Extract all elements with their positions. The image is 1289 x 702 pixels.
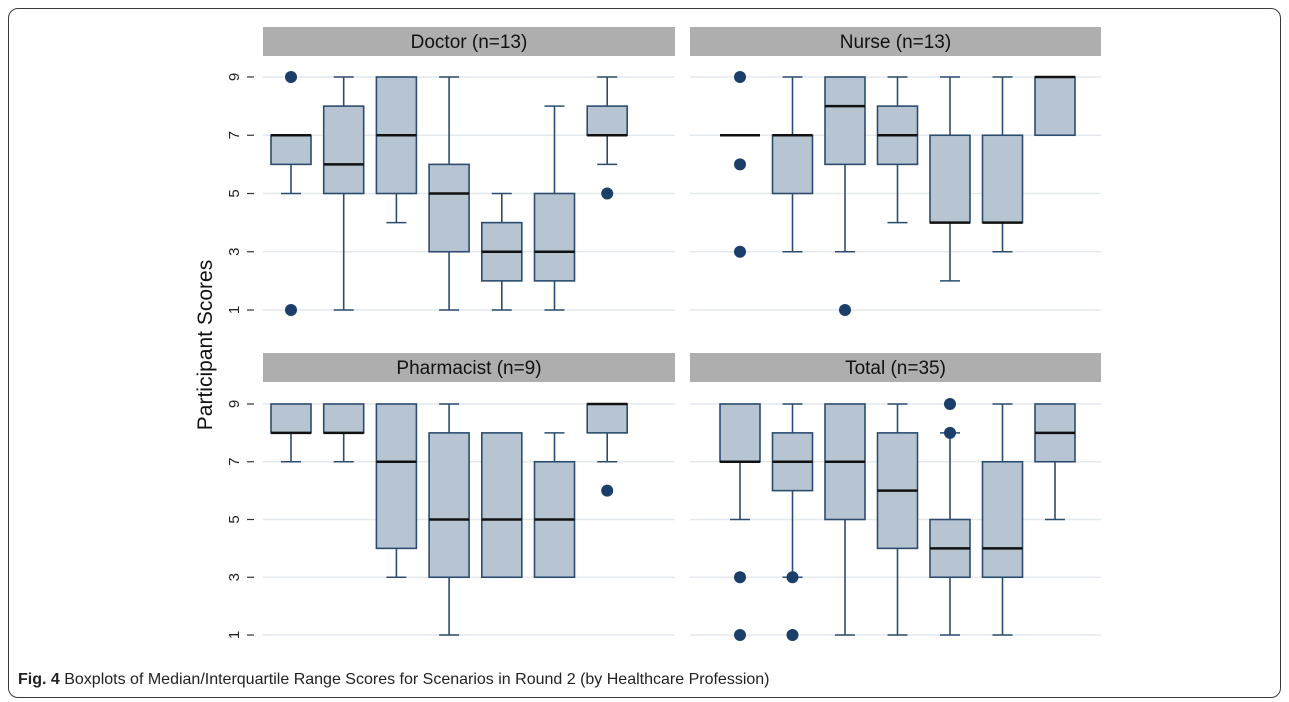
panel-title: Pharmacist (n=9) [396, 358, 541, 379]
y-tick-label: 1 [226, 306, 243, 314]
box-7 [586, 402, 629, 497]
boxplot-chart: Participant Scores Doctor (n=13) 1 3 5 7 9 Nurs… [194, 27, 1101, 641]
y-tick-label: 9 [226, 400, 243, 408]
y-axis-label: Participant Scores [194, 260, 217, 430]
iqr-box [771, 134, 814, 195]
figure-caption: Fig. 4 Boxplots of Median/Interquartile … [18, 671, 770, 689]
outlier-point [734, 571, 746, 584]
panel-strip [263, 27, 675, 56]
box-7 [1034, 403, 1076, 521]
panel-strip [690, 353, 1101, 382]
box-6 [533, 432, 576, 579]
box-1 [270, 71, 312, 316]
outlier-point [734, 158, 746, 171]
outlier-point [601, 187, 614, 200]
iqr-box [322, 403, 365, 434]
y-tick-label: 1 [226, 631, 243, 639]
outlier-point [786, 629, 799, 641]
iqr-box [586, 403, 629, 434]
iqr-box [428, 163, 470, 253]
panel-title: Doctor (n=13) [411, 32, 528, 53]
box-6 [981, 403, 1024, 636]
iqr-box [719, 403, 761, 463]
box-4 [876, 76, 919, 224]
panel-title: Total (n=35) [845, 358, 946, 379]
iqr-box [981, 134, 1024, 224]
y-tick-label: 7 [226, 131, 243, 139]
iqr-box [270, 134, 312, 166]
iqr-box [981, 460, 1024, 579]
y-tick-label: 7 [226, 458, 243, 466]
box-2 [322, 76, 365, 311]
iqr-box [322, 105, 365, 195]
y-tick-label: 9 [226, 73, 243, 81]
iqr-box [270, 403, 312, 434]
box-5 [480, 432, 523, 579]
box-2 [322, 403, 365, 463]
box-1 [719, 403, 761, 641]
box-2 [771, 76, 814, 253]
panel-4: Total (n=35) [690, 353, 1101, 641]
iqr-box [1034, 76, 1076, 137]
iqr-box [480, 432, 523, 579]
box-3 [824, 403, 866, 636]
box-7 [586, 76, 629, 200]
outlier-point [285, 304, 297, 316]
box-4 [876, 403, 919, 636]
outlier-point [944, 426, 956, 439]
iqr-box [375, 403, 418, 550]
box-5 [480, 192, 523, 311]
outlier-point [839, 304, 851, 316]
panel-strip [263, 353, 675, 382]
box-1 [720, 71, 760, 258]
y-tick-label: 5 [226, 189, 243, 197]
box-3 [375, 403, 418, 579]
iqr-box [929, 134, 971, 224]
box-1 [270, 403, 312, 463]
box-7 [1034, 75, 1076, 137]
outlier-point [601, 484, 614, 497]
outlier-point [786, 571, 799, 584]
panel-2: Nurse (n=13) [690, 27, 1101, 316]
box-3 [824, 76, 866, 316]
outlier-point [285, 71, 297, 83]
caption-text: Boxplots of Median/Interquartile Range S… [64, 671, 770, 688]
iqr-box [428, 432, 470, 579]
y-tick-label: 3 [226, 248, 243, 256]
box-5 [929, 76, 971, 282]
iqr-box [824, 76, 866, 166]
panel-3: Pharmacist (n=9) 1 3 5 7 9 [226, 353, 675, 639]
iqr-box [533, 192, 576, 282]
y-tick-label: 5 [226, 515, 243, 523]
box-3 [375, 76, 418, 224]
panel-strip [690, 27, 1101, 56]
box-4 [428, 76, 470, 311]
outlier-point [944, 398, 956, 410]
box-6 [533, 105, 576, 311]
box-5 [929, 398, 971, 636]
panel-title: Nurse (n=13) [840, 32, 951, 53]
outlier-point [734, 245, 746, 258]
box-2 [771, 403, 814, 641]
iqr-box [586, 105, 629, 137]
box-6 [981, 76, 1024, 253]
y-tick-label: 3 [226, 573, 243, 581]
panel-1: Doctor (n=13) 1 3 5 7 9 [226, 27, 675, 316]
box-4 [428, 403, 470, 636]
outlier-point [734, 629, 746, 641]
outlier-point [734, 71, 746, 83]
caption-label: Fig. 4 [18, 671, 60, 688]
